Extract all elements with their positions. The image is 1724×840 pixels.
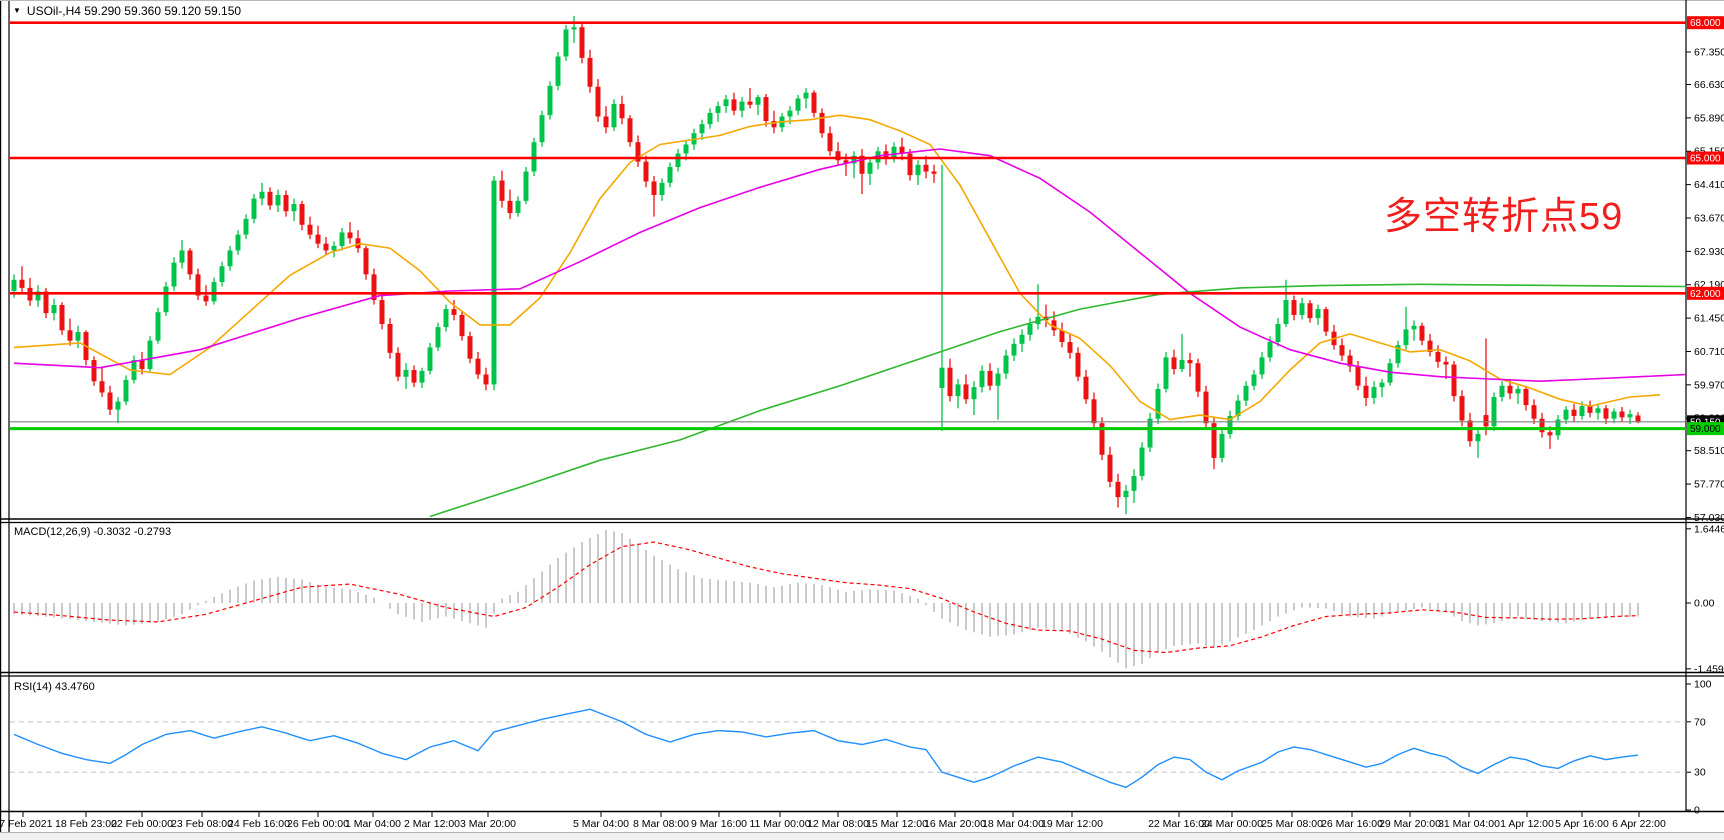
time-axis-label: 22 Mar 16:00 [1148,818,1210,830]
price-axis-label: 61.450 [1694,313,1724,325]
time-axis-label: 29 Mar 20:00 [1379,818,1441,830]
time-axis-label: 24 Feb 16:00 [228,818,290,830]
price-axis-label: 57.030 [1694,512,1724,524]
time-axis-label: 15 Mar 12:00 [866,818,928,830]
time-axis-label: 3 Mar 20:00 [460,818,516,830]
time-axis-label: 26 Mar 16:00 [1321,818,1383,830]
price-axis-label: 57.770 [1694,479,1724,491]
chevron-down-icon[interactable]: ▼ [13,6,21,15]
time-axis-label: 8 Mar 08:00 [633,818,689,830]
price-axis-label: 58.510 [1694,445,1724,457]
price-axis-label: 65.890 [1694,112,1724,124]
time-axis-label: 1 Apr 12:00 [1500,818,1554,830]
time-axis-label: 18 Feb 23:00 [55,818,117,830]
price-badge-label: 59.000 [1690,424,1721,435]
symbol-header[interactable]: ▼ USOil-,H4 59.290 59.360 59.120 59.150 [13,4,241,18]
price-badge-label: 62.000 [1690,289,1721,300]
time-axis-label: 26 Feb 00:00 [287,818,349,830]
time-axis-label: 22 Feb 00:00 [111,818,173,830]
time-axis-label: 5 Mar 04:00 [573,818,629,830]
price-axis-label: 63.670 [1694,212,1724,224]
time-axis-label: 18 Mar 04:00 [982,818,1044,830]
ma-slow-line [13,148,1687,383]
macd-signal-line [13,541,1639,654]
price-axis-label: 67.350 [1694,47,1724,59]
macd-indicator-label: MACD(12,26,9) -0.3032 -0.2793 [14,526,172,538]
time-axis-label: 5 Apr 16:00 [1555,818,1609,830]
time-axis-label: 1 Mar 04:00 [345,818,401,830]
time-axis-label: 25 Mar 08:00 [1261,818,1323,830]
annotation-text: 多空转折点59 [1384,196,1624,238]
macd-axis-label: 1.6446 [1694,523,1724,535]
macd-axis-label: -1.4594 [1694,663,1724,675]
time-axis-label: 2 Mar 12:00 [404,818,460,830]
candles-layer[interactable] [11,15,1641,515]
window-bottom-strip [0,832,1724,840]
macd-axis-label: 0.00 [1694,598,1715,610]
price-axis-label: 60.710 [1694,346,1724,358]
time-axis-label: 6 Apr 22:00 [1612,818,1666,830]
time-axis-label: 23 Feb 08:00 [171,818,233,830]
rsi-axis-label: 70 [1694,716,1706,728]
ma-fast-line [13,114,1661,421]
rsi-axis-label: 30 [1694,767,1706,779]
time-axis-label: 12 Mar 08:00 [807,818,869,830]
price-axis-label: 66.630 [1694,79,1724,91]
price-badge-label: 68.000 [1690,18,1721,29]
time-axis-label: 11 Mar 00:00 [749,818,810,830]
price-badge-62.000 [1687,286,1724,300]
time-axis-label: 9 Mar 16:00 [691,818,747,830]
rsi-indicator-label: RSI(14) 43.4760 [14,681,95,693]
price-axis-label: 64.410 [1694,179,1724,191]
price-axis-label: 59.970 [1694,379,1724,391]
time-axis-label: 19 Mar 12:00 [1041,818,1103,830]
rsi-axis-label: 100 [1694,679,1712,691]
time-axis-label: 16 Mar 20:00 [924,818,986,830]
time-axis-label: 17 Feb 2021 [0,818,53,830]
rsi-axis-label: 0 [1694,805,1700,817]
price-badge-65.000 [1687,151,1724,165]
price-badge-label: 65.000 [1690,154,1721,165]
symbol-ohlc-text: USOil-,H4 59.290 59.360 59.120 59.150 [26,4,242,18]
price-badge-68.000 [1687,16,1724,30]
price-badge-59.000 [1687,422,1724,436]
time-axis-label: 24 Mar 00:00 [1201,818,1263,830]
time-axis-label: 31 Mar 04:00 [1438,818,1500,830]
ma-long-line [429,283,1687,518]
rsi-line [13,708,1639,789]
price-axis-label: 62.930 [1694,246,1724,258]
